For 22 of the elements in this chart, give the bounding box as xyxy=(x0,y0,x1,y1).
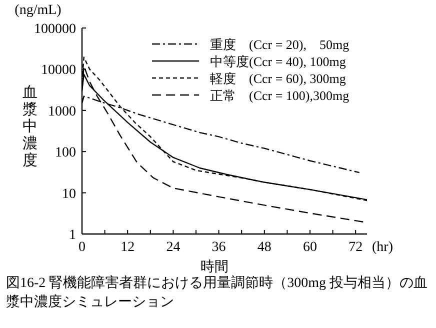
x-tick-label: 0 xyxy=(78,240,86,255)
y-tick-label: 10000 xyxy=(41,63,76,78)
x-axis-title: 時間 xyxy=(200,259,228,275)
x-tick-label: 36 xyxy=(212,240,226,255)
legend-label: 重度 (Ccr = 20), 50mg xyxy=(210,37,350,52)
x-tick-label: 24 xyxy=(166,240,180,255)
y-tick-label: 1 xyxy=(69,228,76,243)
x-tick-label: 12 xyxy=(120,240,135,255)
x-tick-label: 48 xyxy=(257,240,272,255)
x-tick-label: 72 xyxy=(348,240,363,255)
text: (hr) xyxy=(372,240,394,255)
y-tick-label: 1000 xyxy=(48,104,76,120)
y-tick-label: 100 xyxy=(55,146,76,161)
x-tick-label: 60 xyxy=(303,240,317,255)
legend-label: 正常 (Ccr = 100),300mg xyxy=(210,88,350,103)
legend-label: 中等度(Ccr = 40), 100mg xyxy=(210,54,346,69)
y-tick-label: 100000 xyxy=(34,22,76,37)
text: 図16-2 腎機能障害者群における用量調節時（300mg 投与相当）の血漿中濃度シミュレーション xyxy=(5,274,429,312)
y-tick-label: 10 xyxy=(62,186,76,202)
y-axis-title: 血漿中濃度 xyxy=(22,84,38,169)
text: (ng/mL) xyxy=(14,3,62,18)
legend-label: 軽度 (Ccr = 60), 300mg xyxy=(210,71,346,86)
